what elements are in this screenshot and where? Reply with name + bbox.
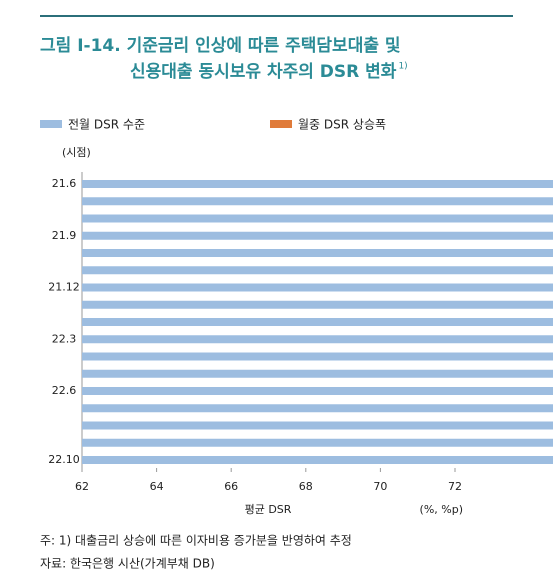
x-tick-label: 64	[150, 480, 164, 493]
y-tick-label: 22.3	[52, 332, 77, 345]
bar-segment	[82, 421, 553, 430]
y-tick-label: 21.6	[52, 177, 77, 190]
source: 자료: 한국은행 시산(가계부채 DB)	[40, 556, 215, 571]
y-unit: (시점)	[62, 146, 91, 159]
chart-title: 신용대출 동시보유 차주의 DSR 변화	[130, 62, 397, 82]
title-note: 1)	[398, 62, 407, 72]
note: 주: 1) 대출금리 상승에 따른 이자비용 증가분을 반영하여 추정	[40, 534, 352, 548]
y-tick-label: 22.10	[48, 453, 80, 466]
legend-label: 전월 DSR 수준	[68, 118, 145, 132]
bar-segment	[82, 180, 553, 188]
x-label: 평균 DSR	[245, 503, 292, 516]
legend-swatch	[40, 120, 62, 128]
x-tick-label: 68	[299, 480, 313, 493]
bar-segment	[82, 456, 553, 464]
y-tick-label: 21.12	[48, 281, 80, 294]
bar-segment	[82, 300, 553, 309]
bar-segment	[82, 249, 553, 257]
bar-segment	[82, 197, 553, 206]
bar-segment	[82, 214, 553, 223]
x-tick-label: 62	[75, 480, 89, 493]
legend-swatch	[270, 120, 292, 128]
bar-segment	[82, 387, 553, 395]
bar-segment	[82, 231, 553, 240]
chart-title: 그림 Ⅰ-14. 기준금리 인상에 따른 주택담보대출 및	[40, 36, 401, 56]
x-tick-label: 70	[373, 480, 387, 493]
x-unit: (%, %p)	[420, 503, 463, 516]
legend-label: 월중 DSR 상승폭	[298, 118, 386, 132]
bar-segment	[82, 266, 553, 275]
bar-segment	[82, 335, 553, 344]
bar-segment	[82, 369, 553, 378]
bar-segment	[82, 283, 553, 292]
x-tick-label: 66	[224, 480, 238, 493]
bar-segment	[82, 404, 553, 413]
y-tick-label: 22.6	[52, 384, 77, 397]
bar-segment	[82, 352, 553, 361]
x-tick-label: 72	[448, 480, 462, 493]
y-tick-label: 21.9	[52, 229, 77, 242]
bar-segment	[82, 438, 553, 447]
bar-segment	[82, 318, 553, 326]
